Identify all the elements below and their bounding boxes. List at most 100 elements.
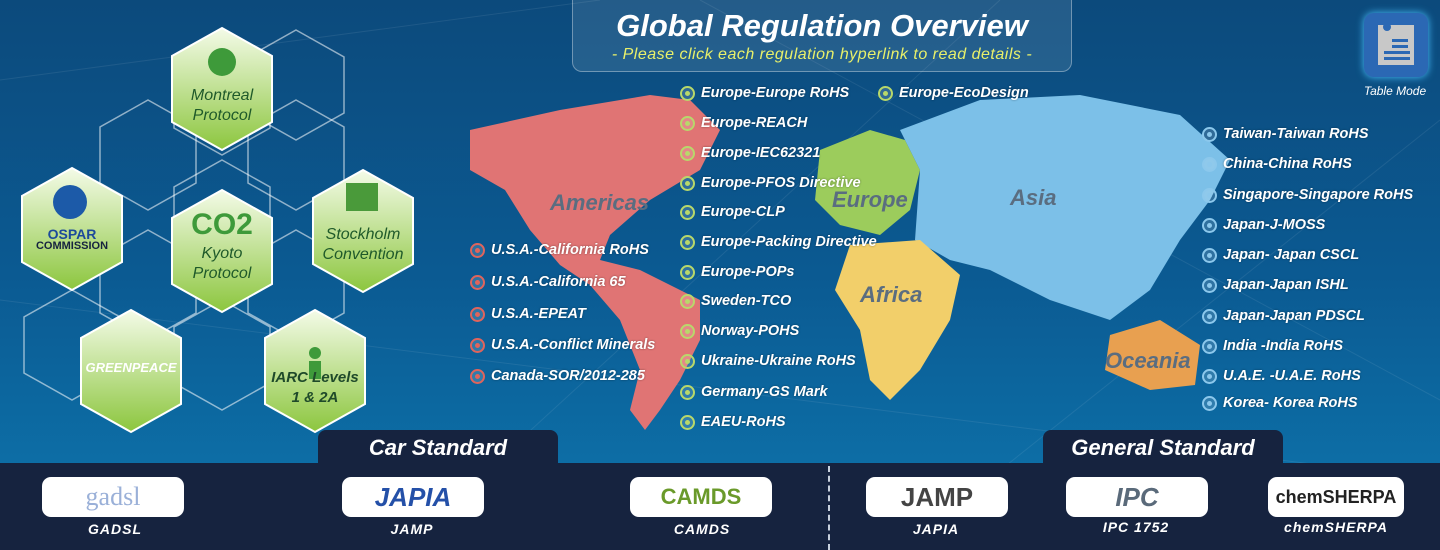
target-icon <box>1202 308 1217 324</box>
stockholm-convention-link[interactable]: Stockholm Convention <box>313 225 413 265</box>
target-icon <box>470 306 485 322</box>
regulation-link[interactable]: Taiwan-Taiwan RoHS <box>1202 126 1369 142</box>
regulation-link[interactable]: Europe-EcoDesign <box>878 85 1029 101</box>
regulation-link[interactable]: Canada-SOR/2012-285 <box>470 368 645 384</box>
regulation-label: Europe-EcoDesign <box>899 85 1029 101</box>
target-icon <box>680 384 695 400</box>
target-icon <box>680 234 695 250</box>
target-icon <box>1202 338 1217 354</box>
regulation-link[interactable]: Singapore-Singapore RoHS <box>1202 187 1413 203</box>
hex-ospar <box>21 166 123 292</box>
regulation-label: Japan-Japan ISHL <box>1223 277 1349 293</box>
target-icon <box>680 85 695 101</box>
iarc-link[interactable]: IARC Levels 1 & 2A <box>265 368 365 408</box>
gadsl-label[interactable]: GADSL <box>88 521 142 537</box>
regulation-link[interactable]: Norway-POHS <box>680 323 799 339</box>
regulation-link[interactable]: Korea- Korea RoHS <box>1202 395 1358 411</box>
label-line: Protocol <box>192 107 252 124</box>
hex-montreal <box>171 26 273 152</box>
regulation-label: Singapore-Singapore RoHS <box>1223 187 1414 203</box>
regulation-label: Europe-PFOS Directive <box>701 175 861 191</box>
target-icon <box>680 115 695 131</box>
regulation-label: Europe-IEC62321 <box>701 145 821 161</box>
label-line: IARC Levels <box>271 369 359 386</box>
continent-americas: Americas <box>550 190 650 215</box>
regulation-link[interactable]: Europe-CLP <box>680 204 785 220</box>
label-line: Protocol <box>192 265 252 282</box>
americas-region <box>470 95 720 430</box>
regulation-label: Japan-Japan PDSCL <box>1223 308 1365 324</box>
japia-label[interactable]: JAPIA <box>912 521 960 537</box>
montreal-protocol-link[interactable]: Montreal Protocol <box>172 86 272 126</box>
gadsl-logo[interactable]: gadsl <box>42 477 184 517</box>
target-icon <box>1202 395 1217 411</box>
title-box: Global Regulation Overview - Please clic… <box>572 0 1072 72</box>
table-mode-label[interactable]: Table Mode <box>1363 84 1427 98</box>
target-icon <box>680 145 695 161</box>
camds-logo[interactable]: CAMDS <box>630 477 772 517</box>
regulation-link[interactable]: Germany-GS Mark <box>680 384 828 400</box>
regulation-link[interactable]: Japan-Japan PDSCL <box>1202 308 1365 324</box>
regulation-label: India -India RoHS <box>1223 338 1344 354</box>
continent-oceania: Oceania <box>1105 348 1191 373</box>
target-icon <box>1202 368 1217 384</box>
regulation-link[interactable]: U.S.A.-EPEAT <box>470 306 586 322</box>
continent-europe: Europe <box>832 187 908 212</box>
oceania-region <box>1105 320 1200 390</box>
page-subtitle: - Please click each regulation hyperlink… <box>611 46 1033 63</box>
hex-stockholm <box>312 168 414 294</box>
regulation-link[interactable]: Europe-IEC62321 <box>680 145 820 161</box>
kyoto-protocol-link[interactable]: CO2 Kyoto Protocol <box>172 206 272 284</box>
regulation-link[interactable]: U.S.A.-California 65 <box>470 274 626 290</box>
regulation-label: Europe-CLP <box>701 204 785 220</box>
regulation-label: Europe-POPs <box>701 264 795 280</box>
jamp-label[interactable]: JAMP <box>390 521 434 537</box>
regulation-link[interactable]: India -India RoHS <box>1202 338 1343 354</box>
regulation-link[interactable]: China-China RoHS <box>1202 156 1352 172</box>
target-icon <box>1202 156 1217 172</box>
regulation-link[interactable]: Ukraine-Ukraine RoHS <box>680 353 856 369</box>
regulation-label: China-China RoHS <box>1223 156 1352 172</box>
camds-label[interactable]: CAMDS <box>673 521 731 537</box>
regulation-link[interactable]: Europe-POPs <box>680 264 794 280</box>
stockholm-barrels-icon <box>346 183 378 211</box>
regulation-link[interactable]: U.S.A.-Conflict Minerals <box>470 337 655 353</box>
regulation-link[interactable]: Sweden-TCO <box>680 293 791 309</box>
regulation-link[interactable]: Europe-REACH <box>680 115 807 131</box>
regulation-link[interactable]: EAEU-RoHS <box>680 414 786 430</box>
label-line: 1 & 2A <box>291 389 339 406</box>
ipc-logo[interactable]: IPC <box>1066 477 1208 517</box>
target-icon <box>1202 277 1217 293</box>
jamp-logo[interactable]: JAMP <box>866 477 1008 517</box>
target-icon <box>470 368 485 384</box>
target-icon <box>470 242 485 258</box>
regulation-link[interactable]: U.A.E. -U.A.E. RoHS <box>1202 368 1361 384</box>
europe-region <box>815 130 920 235</box>
ipc-label[interactable]: IPC 1752 <box>1102 519 1170 535</box>
regulation-link[interactable]: U.S.A.-California RoHS <box>470 242 649 258</box>
table-mode-button[interactable] <box>1364 13 1428 77</box>
regulation-label: Taiwan-Taiwan RoHS <box>1223 126 1369 142</box>
hex-kyoto <box>171 188 273 314</box>
label-line: OSPAR <box>47 226 97 242</box>
regulation-link[interactable]: Japan-Japan ISHL <box>1202 277 1349 293</box>
hex-greenpeace <box>80 308 182 434</box>
chemsherpa-label[interactable]: chemSHERPA <box>1284 519 1388 535</box>
japia-logo[interactable]: JAPIA <box>342 477 484 517</box>
regulation-link[interactable]: Europe-Europe RoHS <box>680 85 849 101</box>
regulation-link[interactable]: Japan- Japan CSCL <box>1202 247 1359 263</box>
regulation-label: Ukraine-Ukraine RoHS <box>701 353 856 369</box>
label-line: Montreal <box>190 87 254 104</box>
regulation-label: U.S.A.-California 65 <box>491 274 626 290</box>
chemsherpa-logo[interactable]: chemSHERPA <box>1268 477 1404 517</box>
greenpeace-link[interactable]: GREENPEACE <box>81 358 181 378</box>
target-icon <box>680 293 695 309</box>
label-line: Convention <box>322 246 404 263</box>
regulation-link[interactable]: Europe-PFOS Directive <box>680 175 861 191</box>
ospar-commission-link[interactable]: OSPAR COMMISSION <box>22 226 122 252</box>
regulation-link[interactable]: Europe-Packing Directive <box>680 234 877 250</box>
regulation-link[interactable]: Japan-J-MOSS <box>1202 217 1325 233</box>
label-line: COMMISSION <box>35 240 109 252</box>
ospar-globe-icon <box>53 185 87 219</box>
